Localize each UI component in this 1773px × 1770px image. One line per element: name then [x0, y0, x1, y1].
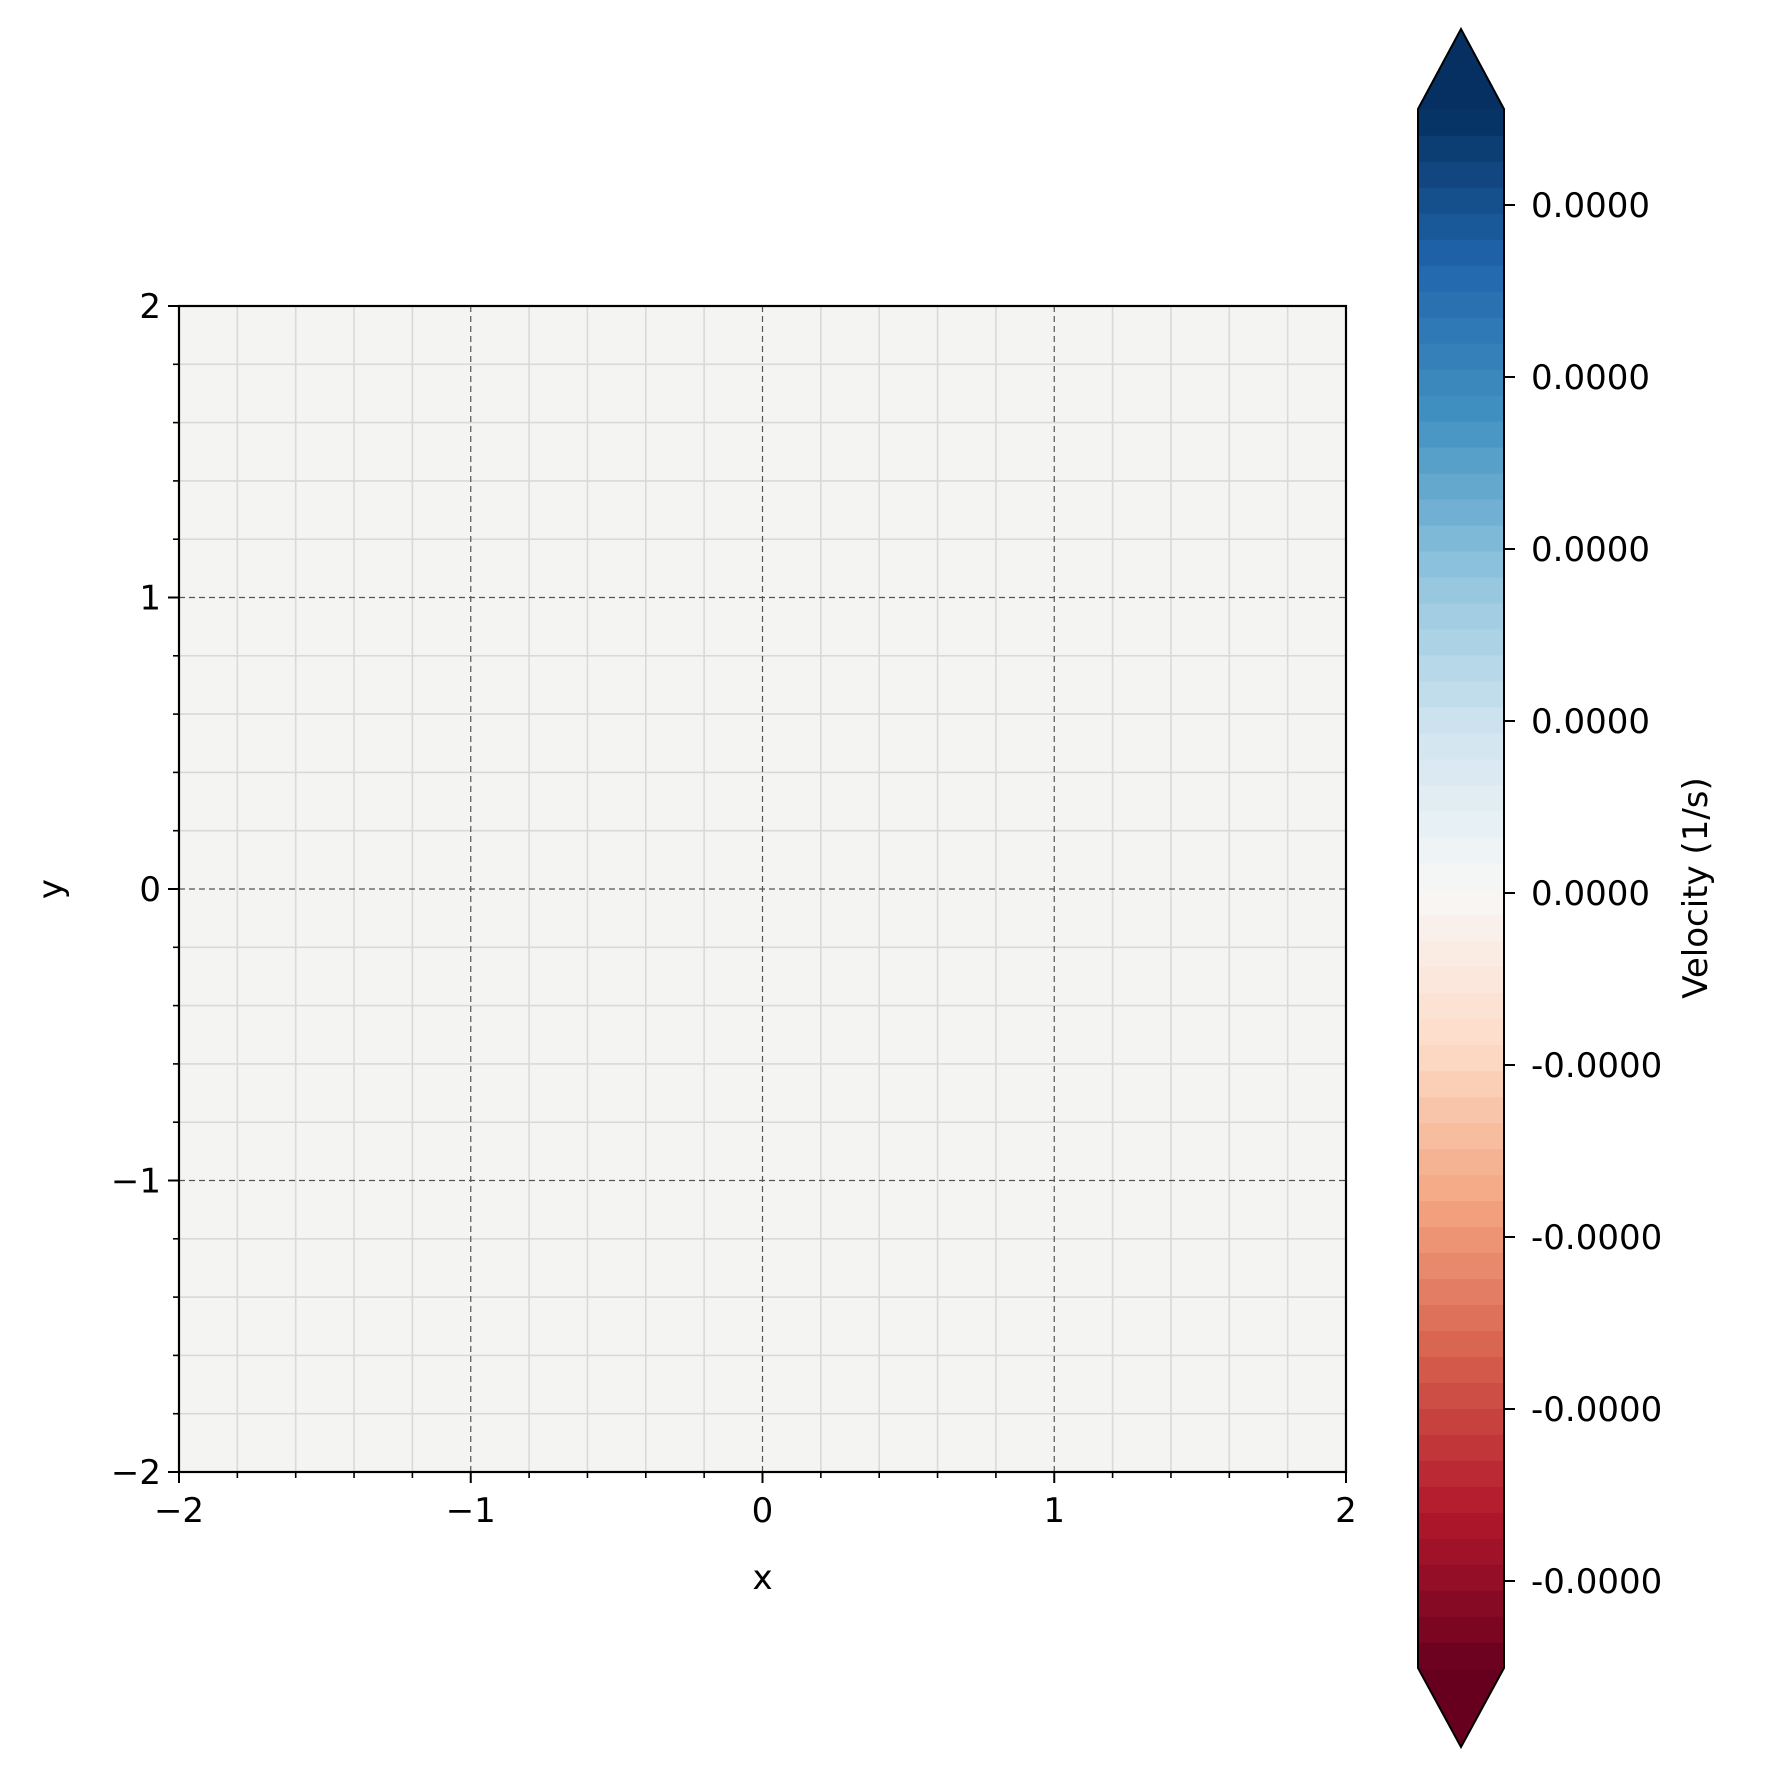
colorbar-tick-label: 0.0000	[1531, 186, 1650, 226]
colorbar-band	[1418, 1538, 1504, 1565]
colorbar-band	[1418, 342, 1504, 370]
y-tick-label: −2	[111, 1453, 161, 1493]
colorbar-band	[1418, 1252, 1504, 1280]
colorbar-band	[1418, 1564, 1504, 1591]
colorbar-band	[1418, 1174, 1504, 1202]
colorbar-outline	[1417, 26, 1505, 1750]
colorbar-tick-label: 0.0000	[1531, 530, 1650, 570]
colorbar-band	[1418, 1642, 1504, 1669]
y-axis-label: y	[31, 879, 71, 899]
colorbar-band	[1418, 1434, 1504, 1461]
colorbar-band	[1418, 862, 1504, 890]
colorbar-band	[1418, 134, 1504, 162]
colorbar-band	[1418, 1408, 1504, 1435]
colorbar-band	[1418, 109, 1504, 136]
colorbar-band	[1418, 1278, 1504, 1306]
colorbar-extend-max	[1418, 29, 1504, 109]
colorbar-band	[1418, 498, 1504, 526]
colorbar-band	[1418, 550, 1504, 578]
colorbar-band	[1418, 446, 1504, 474]
colorbar-band	[1418, 420, 1504, 448]
colorbar-band	[1418, 836, 1504, 864]
colorbar-band	[1418, 628, 1504, 656]
colorbar-band	[1418, 1512, 1504, 1539]
colorbar-label: Velocity (1/s)	[1676, 777, 1716, 999]
y-tick-label: −1	[111, 1162, 161, 1202]
colorbar-band	[1418, 1356, 1504, 1383]
y-tick-label: 0	[139, 870, 161, 910]
colorbar-band	[1418, 706, 1504, 734]
colorbar-tick-label: 0.0000	[1531, 874, 1650, 914]
x-tick-label: −2	[154, 1491, 204, 1531]
colorbar-band	[1418, 810, 1504, 838]
colorbar-band	[1418, 394, 1504, 422]
colorbar-band	[1418, 1122, 1504, 1150]
colorbar-band	[1418, 1226, 1504, 1254]
x-tick-label: 1	[1043, 1491, 1065, 1531]
colorbar-band	[1418, 602, 1504, 630]
colorbar-tick-label: -0.0000	[1531, 1046, 1662, 1086]
colorbar-band	[1418, 1460, 1504, 1487]
main-plot-area: −2 −1 0 1 2 −2 −1 0 1 2 x y	[31, 287, 1357, 1598]
colorbar-band	[1418, 940, 1504, 968]
colorbar-band	[1418, 264, 1504, 292]
colorbar-band	[1418, 368, 1504, 396]
colorbar-band	[1418, 1096, 1504, 1124]
colorbar-tick-label: 0.0000	[1531, 358, 1650, 398]
colorbar-band	[1418, 1304, 1504, 1332]
colorbar-band	[1418, 992, 1504, 1020]
colorbar-band	[1418, 966, 1504, 994]
colorbar-band	[1418, 784, 1504, 812]
colorbar-band	[1418, 1330, 1504, 1357]
colorbar-tick-label: 0.0000	[1531, 702, 1650, 742]
colorbar-band	[1418, 186, 1504, 214]
y-tick-label: 1	[139, 579, 161, 619]
colorbar-band	[1418, 1070, 1504, 1098]
y-tick-label: 2	[139, 287, 161, 327]
colorbar-band	[1418, 1200, 1504, 1228]
colorbar-band	[1418, 888, 1504, 916]
colorbar-band	[1418, 212, 1504, 240]
x-tick-label: −1	[446, 1491, 496, 1531]
colorbar-band	[1418, 1018, 1504, 1046]
x-tick-label: 0	[752, 1491, 774, 1531]
colorbar-band	[1418, 1616, 1504, 1643]
colorbar-band	[1418, 290, 1504, 318]
x-tick-label: 2	[1335, 1491, 1357, 1531]
colorbar-band	[1418, 316, 1504, 344]
colorbar-band	[1418, 238, 1504, 266]
x-axis-label: x	[752, 1558, 772, 1598]
colorbar-band	[1418, 1486, 1504, 1513]
colorbar-tick-label: -0.0000	[1531, 1218, 1662, 1258]
colorbar-band	[1418, 1382, 1504, 1409]
colorbar: 0.0000 0.0000 0.0000 0.0000 0.0000 -0.0000 -0.…	[1417, 26, 1716, 1750]
colorbar-band	[1418, 1148, 1504, 1176]
colorbar-extend-min	[1418, 1668, 1504, 1747]
colorbar-band	[1418, 160, 1504, 188]
colorbar-band	[1418, 1044, 1504, 1072]
colorbar-band	[1418, 680, 1504, 708]
colorbar-band	[1418, 732, 1504, 760]
colorbar-tick-label: -0.0000	[1531, 1390, 1662, 1430]
colorbar-band	[1418, 654, 1504, 682]
colorbar-band	[1418, 472, 1504, 500]
colorbar-band	[1418, 576, 1504, 604]
colorbar-band	[1418, 524, 1504, 552]
colorbar-band	[1418, 758, 1504, 786]
colorbar-tick-label: -0.0000	[1531, 1562, 1662, 1602]
colorbar-band	[1418, 1590, 1504, 1617]
colorbar-band	[1418, 914, 1504, 942]
